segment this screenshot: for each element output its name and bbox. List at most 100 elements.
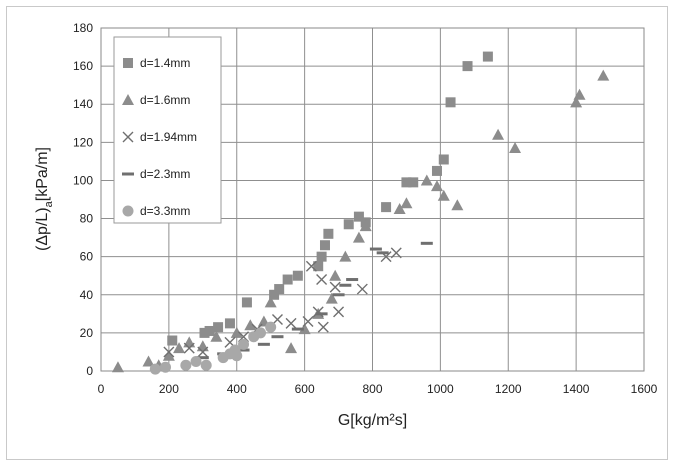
data-point-square: [381, 202, 392, 213]
data-point-triangle: [400, 197, 413, 209]
y-tick-label: 180: [73, 21, 93, 35]
y-axis-title-unit: [kPa/m]: [34, 147, 51, 201]
y-tick-label: 0: [86, 364, 93, 378]
data-point-square: [323, 228, 334, 239]
data-point-triangle: [430, 180, 443, 192]
data-point-circle: [149, 363, 161, 375]
data-point-square: [445, 97, 456, 108]
y-axis-ticks: 0 20 40 60 80 100 120 140 160 180: [73, 21, 93, 378]
data-point-circle: [159, 361, 171, 373]
legend-label: d=2.3mm: [140, 167, 190, 181]
data-point-triangle: [339, 250, 352, 262]
data-point-triangle: [420, 174, 433, 186]
y-tick-label: 20: [80, 326, 94, 340]
legend-label: d=1.94mm: [140, 130, 197, 144]
series-dash: [196, 241, 433, 360]
data-point-square: [401, 177, 412, 188]
data-point-triangle: [393, 203, 406, 215]
data-point-circle: [265, 321, 277, 333]
y-tick-label: 80: [80, 212, 94, 226]
data-point-triangle: [573, 88, 586, 100]
data-point-square: [282, 274, 293, 285]
scatter-chart: 0 20 40 60 80 100 120 140 160 180 0 200 400 600 800 10…: [34, 21, 658, 429]
data-point-square: [167, 335, 178, 346]
data-point-triangle: [352, 231, 365, 243]
data-point-triangle: [173, 342, 186, 354]
x-axis-ticks: 0 200 400 600 800 1000 1200 1400 1600: [98, 382, 658, 396]
data-point-dash: [257, 342, 270, 346]
data-point-dash: [237, 348, 250, 352]
legend-marker-circle: [122, 205, 134, 217]
data-point-dash: [315, 312, 328, 316]
data-point-cross: [163, 346, 175, 358]
legend-marker-cross: [122, 131, 134, 143]
data-point-triangle: [210, 330, 223, 342]
data-point-square: [319, 240, 330, 251]
y-tick-label: 140: [73, 97, 93, 111]
plot-area-border: [100, 27, 645, 372]
data-point-square: [224, 318, 235, 329]
data-point-square: [269, 289, 280, 300]
y-tick-label: 120: [73, 135, 93, 149]
data-point-triangle: [597, 69, 610, 81]
legend-marker-dash: [122, 172, 134, 176]
data-point-square: [353, 211, 364, 222]
data-point-cross: [329, 281, 341, 293]
svg-text:(Δp/L)a[kPa/m]: (Δp/L)a[kPa/m]: [34, 147, 55, 251]
data-point-square: [204, 325, 215, 336]
legend-marker-square: [123, 58, 133, 68]
data-point-triangle: [285, 342, 298, 354]
x-tick-label: 200: [159, 382, 179, 396]
data-point-triangle: [196, 340, 209, 352]
legend-label: d=1.6mm: [140, 93, 190, 107]
data-point-cross: [333, 306, 345, 318]
data-point-triangle: [325, 292, 338, 304]
data-point-triangle: [230, 326, 243, 338]
legend: d=1.4mm d=1.6mm d=1.94mm d=2.3mm d=3.3mm: [113, 36, 222, 224]
x-tick-label: 1200: [495, 382, 522, 396]
data-point-triangle: [183, 336, 196, 348]
data-point-cross: [197, 346, 209, 358]
x-tick-label: 600: [295, 382, 315, 396]
data-point-square: [292, 270, 303, 281]
y-tick-label: 100: [73, 173, 93, 187]
x-axis-title: G[kg/m²s]: [338, 412, 407, 429]
series-triangle: [111, 69, 610, 373]
x-tick-label: 800: [362, 382, 382, 396]
chart-frame: 0 20 40 60 80 100 120 140 160 180 0 200 400 600 800 10…: [6, 6, 668, 460]
data-point-square: [431, 165, 442, 176]
y-axis-title-subscript: a: [43, 200, 55, 207]
data-point-triangle: [492, 128, 505, 140]
data-point-circle: [190, 355, 202, 367]
data-point-triangle: [298, 323, 311, 335]
data-point-square: [438, 154, 449, 165]
data-point-triangle: [244, 319, 257, 331]
data-point-dash: [420, 241, 433, 245]
data-point-cross: [285, 317, 297, 329]
data-point-dash: [346, 278, 359, 282]
series-circle: [149, 321, 277, 375]
data-point-square: [213, 322, 224, 333]
data-point-square: [313, 261, 324, 272]
y-tick-label: 160: [73, 59, 93, 73]
data-point-circle: [180, 359, 192, 371]
data-point-circle: [200, 359, 212, 371]
data-point-square: [274, 284, 285, 295]
data-point-cross: [305, 260, 317, 272]
data-point-triangle: [570, 96, 583, 108]
data-point-circle: [238, 338, 250, 350]
data-point-cross: [317, 321, 329, 333]
data-point-dash: [376, 251, 389, 255]
series-square: [167, 51, 493, 346]
data-point-cross: [271, 314, 283, 326]
data-point-circle: [255, 327, 267, 339]
data-point-cross: [183, 342, 195, 354]
data-point-dash: [369, 247, 382, 251]
data-point-triangle: [509, 142, 522, 154]
y-axis-title-main: (Δp/L): [34, 207, 51, 251]
y-axis-title: (Δp/L)a[kPa/m]: [34, 147, 55, 251]
data-point-square: [316, 251, 327, 262]
data-point-triangle: [329, 269, 342, 281]
legend-marker-triangle: [122, 94, 134, 105]
x-tick-label: 400: [227, 382, 247, 396]
